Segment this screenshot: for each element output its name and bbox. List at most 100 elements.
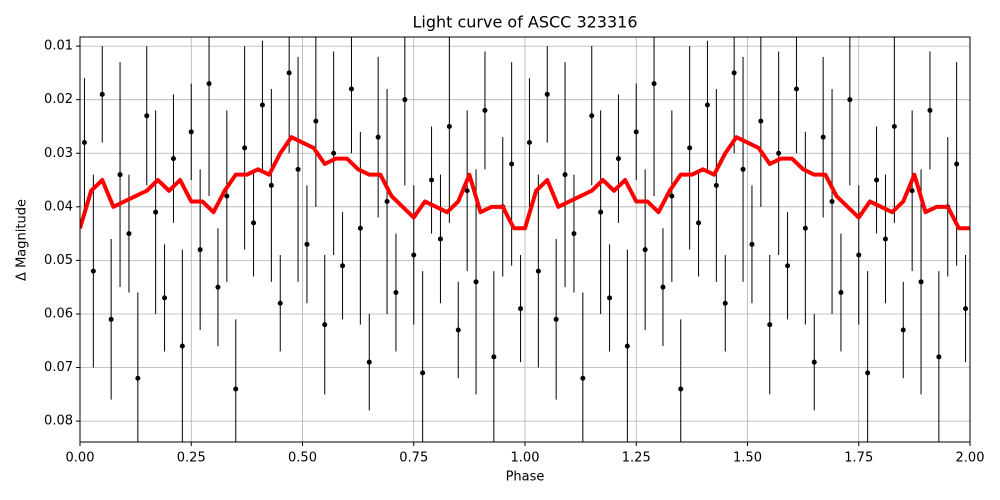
data-point [615, 156, 621, 162]
data-point [153, 209, 159, 215]
data-point [740, 166, 746, 172]
data-point [651, 81, 657, 87]
data-point [891, 123, 897, 129]
data-point [607, 295, 613, 301]
data-point [580, 375, 586, 381]
data-point [731, 70, 737, 76]
data-point [954, 161, 960, 167]
data-point [357, 225, 363, 231]
data-point [268, 182, 274, 188]
x-tick-label: 1.75 [844, 451, 873, 466]
y-tick-label: 0.04 [44, 199, 73, 214]
data-point [936, 354, 942, 360]
data-point [767, 322, 773, 328]
data-point [963, 306, 969, 312]
data-point [571, 231, 577, 237]
x-tick-label: 0.75 [399, 451, 428, 466]
x-tick-label: 0.25 [177, 451, 206, 466]
data-point [340, 263, 346, 269]
data-point [696, 220, 702, 226]
y-tick-label: 0.06 [44, 306, 73, 321]
data-point [99, 91, 105, 97]
data-point [242, 145, 248, 151]
data-point [624, 343, 630, 349]
data-point [482, 107, 488, 113]
data-point [162, 295, 168, 301]
data-point [375, 134, 381, 140]
data-point [464, 188, 470, 194]
x-tick-label: 1.25 [622, 451, 651, 466]
data-point [135, 375, 141, 381]
data-point [704, 102, 710, 108]
data-point [348, 86, 354, 92]
data-point [660, 284, 666, 290]
data-point [233, 386, 239, 392]
data-point [206, 81, 212, 87]
data-point [251, 220, 257, 226]
data-point [882, 236, 888, 242]
data-point [669, 193, 675, 199]
data-point [188, 129, 194, 135]
data-point [713, 182, 719, 188]
data-point [589, 113, 595, 119]
data-point [313, 118, 319, 124]
data-point [259, 102, 265, 108]
data-point [847, 97, 853, 103]
data-point [455, 327, 461, 333]
data-point [518, 306, 524, 312]
data-point [90, 268, 96, 274]
data-point [758, 118, 764, 124]
y-axis-label: Δ Magnitude [15, 199, 30, 281]
data-point [856, 252, 862, 258]
x-tick-label: 1.00 [511, 451, 540, 466]
data-point [473, 279, 479, 285]
plot-area [80, 37, 970, 442]
data-point [224, 193, 230, 199]
data-point [286, 70, 292, 76]
data-point [785, 263, 791, 269]
data-point [384, 198, 390, 204]
data-point [411, 252, 417, 258]
x-tick-label: 1.50 [733, 451, 762, 466]
data-point [126, 231, 132, 237]
data-point [331, 150, 337, 156]
data-point [144, 113, 150, 119]
x-tick-label: 0.00 [66, 451, 95, 466]
data-point [366, 359, 372, 365]
data-point [81, 140, 87, 146]
data-point [197, 247, 203, 253]
data-point [117, 172, 123, 178]
data-point [553, 316, 559, 322]
data-point [776, 150, 782, 156]
data-point [295, 166, 301, 172]
data-point [874, 177, 880, 183]
data-point [633, 129, 639, 135]
data-point [678, 386, 684, 392]
y-tick-label: 0.02 [44, 92, 73, 107]
data-point [918, 279, 924, 285]
data-point [598, 209, 604, 215]
data-point [838, 290, 844, 296]
data-point [322, 322, 328, 328]
data-point [393, 290, 399, 296]
y-tick-label: 0.01 [44, 39, 73, 54]
data-point [179, 343, 185, 349]
data-point [402, 97, 408, 103]
data-point [170, 156, 176, 162]
mean-curve [80, 135, 970, 231]
data-point [811, 359, 817, 365]
x-axis-label: Phase [506, 470, 545, 485]
x-tick-label: 0.50 [288, 451, 317, 466]
data-point [865, 370, 871, 376]
data-point [437, 236, 443, 242]
data-point [446, 123, 452, 129]
plot-frame [79, 36, 971, 443]
chart-title: Light curve of ASCC 323316 [412, 13, 637, 32]
data-point [277, 300, 283, 306]
y-tick-label: 0.05 [44, 253, 73, 268]
data-point [526, 140, 532, 146]
data-point [927, 107, 933, 113]
data-point [642, 247, 648, 253]
data-point [820, 134, 826, 140]
